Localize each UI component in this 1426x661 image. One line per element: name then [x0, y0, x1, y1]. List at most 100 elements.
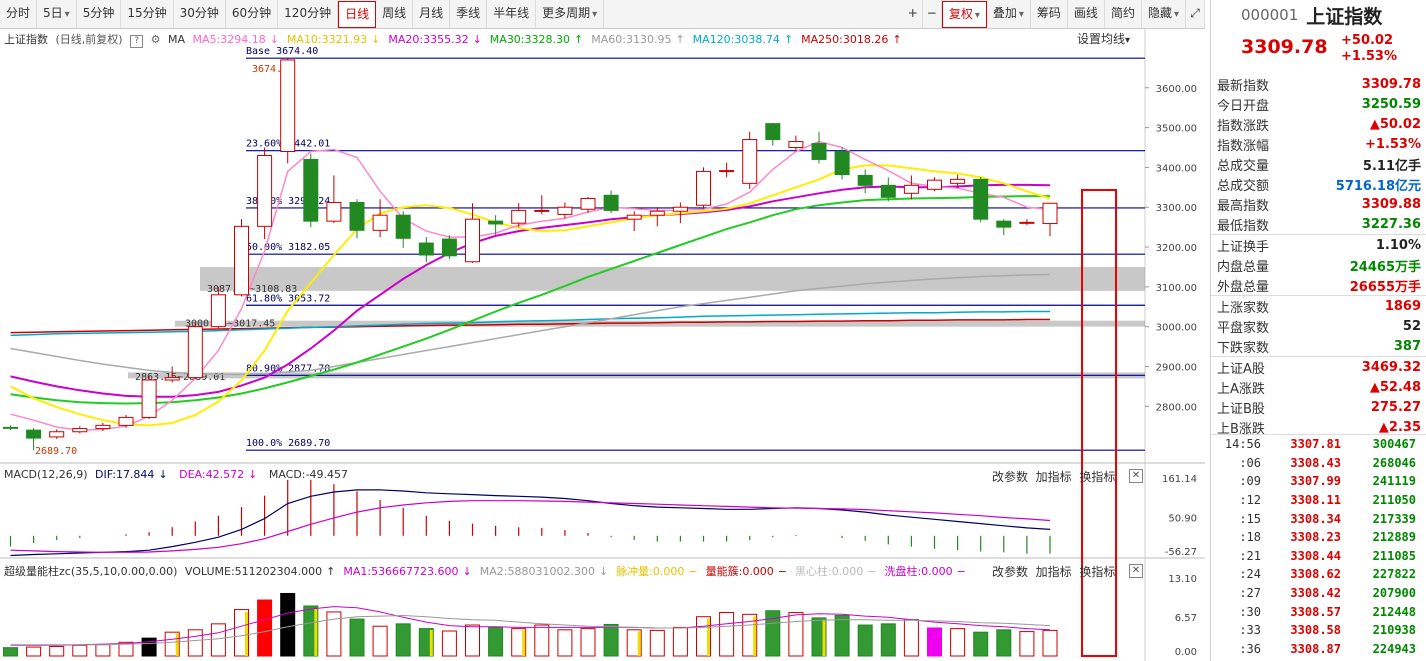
period-tab-2[interactable]: 5分钟 [77, 0, 122, 28]
volume-edit-params-button[interactable]: 改参数 [992, 565, 1029, 579]
candle-body [72, 428, 88, 433]
tick-time: :33 [1239, 623, 1261, 638]
period-tab-3[interactable]: 15分钟 [121, 0, 174, 28]
quote-label: 指数涨幅 [1217, 138, 1270, 154]
period-tab-9[interactable]: 月线 [413, 0, 451, 28]
toolbar-right-2[interactable]: 复权 [941, 1, 987, 28]
volume-bar [534, 624, 550, 657]
volume-ma1-line [10, 606, 1051, 646]
support-zone [200, 266, 1145, 291]
ma-legend-arrow: ↓ [371, 33, 381, 46]
ma-legend-label: MA120:3038.74 [692, 33, 780, 46]
macd-edit-params-button[interactable]: 改参数 [992, 470, 1029, 484]
macd-controls: 改参数 加指标 换指标 [992, 468, 1115, 485]
period-tab-1[interactable]: 5日 [37, 0, 77, 28]
help-icon[interactable]: ? [130, 35, 144, 48]
y-tick-label: 3100.00 [1156, 283, 1197, 294]
volume-legend-arrow: − [956, 565, 966, 578]
candle-body [418, 242, 434, 256]
period-tab-7[interactable]: 日线 [338, 1, 377, 28]
y-tick-label: 3400.00 [1156, 163, 1197, 174]
candle-body [834, 151, 850, 176]
tick-volume: 212889 [1372, 530, 1416, 545]
gear-icon[interactable]: ⚙ [150, 33, 161, 46]
ma-legend-arrow: ↑ [675, 33, 685, 46]
tick-price: 3307.81 [1290, 437, 1341, 452]
candle-body [927, 179, 942, 190]
toolbar-right-4[interactable]: 筹码 [1031, 0, 1068, 28]
period-tab-4[interactable]: 30分钟 [174, 0, 226, 28]
candle-body [187, 326, 203, 379]
kline-chart[interactable]: 2800.00 2900.00 3000.00 3100.00 3200.00 3300.… [0, 0, 1205, 661]
volume-legend-arrow: − [688, 565, 698, 578]
period-tab-8[interactable]: 周线 [376, 0, 414, 28]
volume-legend-0: VOLUME:511202304.000 ↑ [185, 565, 339, 578]
volume-bar [834, 615, 850, 657]
quote-row: 指数涨幅 +1.53% [1211, 134, 1426, 154]
tick-price: 3308.57 [1290, 604, 1341, 619]
change-percent: +1.53% [1341, 49, 1397, 64]
volume-bar [1019, 631, 1035, 657]
volume-legend-arrow: − [867, 565, 877, 578]
candle-body [742, 139, 758, 184]
tick-row: :09 3307.99 241119 [1211, 472, 1426, 491]
volume-add-indicator-button[interactable]: 加指标 [1035, 565, 1072, 579]
tick-volume: 224943 [1372, 641, 1416, 656]
volume-legend-label: MA1:536667723.600 [343, 565, 459, 578]
candle-body [349, 201, 365, 231]
volume-bar [210, 623, 226, 657]
candle-body [765, 123, 781, 141]
fib-label: 38.20% 3298.24 [246, 196, 330, 207]
volume-bar [973, 631, 989, 657]
main-legend: 上证指数 (日线,前复权) ? ⚙ MA MA5:3294.18 ↓ MA10:33… [4, 31, 914, 48]
ma-legend-items: MA5:3294.18 ↓ MA10:3321.93 ↓ MA20:3355.32 ↓ MA… [192, 33, 909, 46]
toolbar-right-0[interactable]: + [904, 0, 923, 28]
volume-bar [118, 641, 134, 657]
quote-value: ▲52.48 [1369, 379, 1421, 395]
tick-list[interactable]: 14:56 3307.81 300467:06 3308.43 268046:09 330… [1211, 434, 1426, 658]
macd-close-icon[interactable]: ✕ [1129, 469, 1143, 483]
period-tab-10[interactable]: 季线 [450, 0, 488, 28]
quote-label: 上证换手 [1217, 239, 1270, 255]
y-tick-label: 3600.00 [1156, 84, 1197, 95]
toolbar-right-3[interactable]: 叠加 [987, 0, 1031, 28]
toolbar-right-5[interactable]: 画线 [1068, 0, 1105, 28]
fib-label: Base 3674.40 [246, 46, 318, 57]
candle-body [326, 201, 342, 222]
period-tab-6[interactable]: 120分钟 [278, 0, 339, 28]
volume-bar [857, 624, 873, 657]
macd-add-indicator-button[interactable]: 加指标 [1035, 470, 1072, 484]
candle-body [95, 424, 111, 430]
ma-legend-6: MA250:3018.26 ↑ [801, 33, 905, 46]
quote-label: 上证B股 [1217, 401, 1265, 417]
volume-switch-indicator-button[interactable]: 换指标 [1079, 565, 1116, 579]
volume-close-icon[interactable]: ✕ [1129, 564, 1143, 578]
quote-value: 275.27 [1370, 399, 1421, 415]
ma-legend-5: MA120:3038.74 ↑ [693, 33, 797, 46]
y-tick-label: 2900.00 [1156, 362, 1197, 373]
tick-row: :18 3308.23 212889 [1211, 528, 1426, 547]
period-tab-12[interactable]: 更多周期 [536, 0, 605, 28]
quote-row: 上证换手 1.10% [1211, 234, 1426, 255]
price-annotation: 2689.70 [35, 446, 77, 457]
tick-price: 3308.23 [1290, 530, 1341, 545]
price-annotation: 3674.40 [252, 64, 294, 75]
candle-body [210, 294, 226, 328]
ma-legend-4: MA60:3130.95 ↑ [591, 33, 688, 46]
macd-switch-indicator-button[interactable]: 换指标 [1079, 470, 1116, 484]
volume-legend-5: 黑心柱:0.000− [795, 565, 880, 578]
volume-bar [649, 629, 665, 657]
tick-row: :06 3308.43 268046 [1211, 454, 1426, 473]
toolbar-right-7[interactable]: 隐藏 [1142, 0, 1186, 28]
quote-row: 上B涨跌 ▲2.35 [1211, 417, 1426, 437]
candle-body [465, 218, 480, 263]
quote-value: 3309.78 [1361, 76, 1421, 92]
ma-settings-button[interactable]: 设置均线▾ [1077, 30, 1130, 47]
quote-value: 3469.32 [1361, 359, 1421, 375]
tick-time: :12 [1239, 493, 1261, 508]
macd-dif: DIF:17.844 [95, 468, 155, 481]
period-tab-5[interactable]: 60分钟 [226, 0, 279, 28]
fullscreen-icon[interactable]: ⤢ [1186, 0, 1205, 28]
quote-row: 平盘家数 52 [1211, 316, 1426, 336]
ma-legend-0: MA5:3294.18 ↓ [192, 33, 282, 46]
